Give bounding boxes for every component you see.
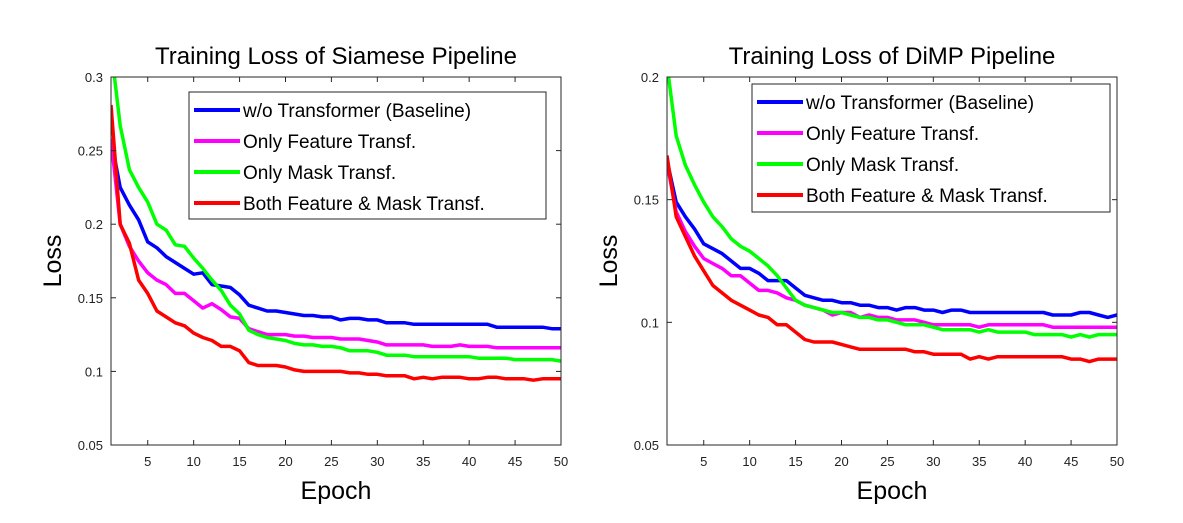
- x-tick-label: 20: [278, 454, 292, 469]
- x-tick-label: 35: [972, 454, 986, 469]
- x-tick-label: 25: [324, 454, 338, 469]
- y-tick-label: 0.1: [85, 364, 103, 379]
- legend-entry: w/o Transformer (Baseline): [805, 93, 1034, 114]
- y-axis-label: Loss: [39, 235, 67, 288]
- x-tick-label: 25: [880, 454, 894, 469]
- x-tick-label: 10: [186, 454, 200, 469]
- x-tick-label: 50: [554, 454, 568, 469]
- x-tick-label: 45: [508, 454, 522, 469]
- legend: w/o Transformer (Baseline) Only Feature T…: [188, 91, 547, 220]
- legend-entry: Only Feature Transf.: [243, 132, 416, 153]
- legend-entry: Both Feature & Mask Transf.: [806, 186, 1048, 207]
- y-tick-label: 0.25: [78, 144, 103, 159]
- legend-entry: Only Feature Transf.: [806, 124, 979, 145]
- y-tick-label: 0.2: [641, 70, 659, 85]
- x-tick-label: 15: [232, 454, 246, 469]
- series-line-3: [667, 155, 1117, 364]
- y-tick-label: 0.3: [85, 70, 103, 85]
- x-tick-label: 40: [1018, 454, 1032, 469]
- x-tick-label: 30: [926, 454, 940, 469]
- series-line-2: [112, 77, 561, 363]
- x-tick-label: 50: [1110, 454, 1124, 469]
- x-tick-label: 15: [788, 454, 802, 469]
- series-line-0: [667, 160, 1117, 320]
- plot-area-frame: [666, 76, 1118, 446]
- y-tick-label: 0.2: [85, 217, 103, 232]
- y-tick-label: 0.05: [78, 438, 103, 453]
- legend-box: [188, 91, 547, 220]
- legend-entry: Only Mask Transf.: [243, 163, 396, 184]
- x-axis-label: Epoch: [301, 477, 372, 505]
- y-tick-label: 0.1: [641, 315, 659, 330]
- legend: w/o Transformer (Baseline) Only Feature T…: [751, 83, 1111, 213]
- y-axis-label: Loss: [595, 235, 623, 288]
- chart-siamese-training-loss: Training Loss of Siamese Pipeline Epoch …: [39, 43, 568, 505]
- x-axis-label: Epoch: [857, 477, 928, 505]
- x-tick-label: 5: [144, 454, 151, 469]
- x-tick-label: 10: [742, 454, 756, 469]
- legend-box: [751, 83, 1111, 213]
- series-line-3: [111, 104, 561, 382]
- y-tick-label: 0.15: [634, 193, 659, 208]
- chart-title: Training Loss of Siamese Pipeline: [155, 43, 517, 70]
- y-tick-label: 0.15: [78, 291, 103, 306]
- x-tick-label: 5: [700, 454, 707, 469]
- series-line-1: [667, 162, 1117, 329]
- x-tick-label: 20: [834, 454, 848, 469]
- legend-entry: Only Mask Transf.: [806, 155, 959, 176]
- chart-title: Training Loss of DiMP Pipeline: [729, 43, 1056, 70]
- x-tick-label: 40: [462, 454, 476, 469]
- plot-area-frame: [110, 76, 562, 446]
- chart-dimp-training-loss: Training Loss of DiMP Pipeline Epoch Los…: [595, 43, 1124, 505]
- series-line-1: [111, 138, 561, 350]
- x-tick-label: 45: [1064, 454, 1078, 469]
- x-tick-label: 35: [416, 454, 430, 469]
- series-line-2: [667, 77, 1117, 339]
- x-tick-label: 30: [370, 454, 384, 469]
- y-tick-label: 0.05: [634, 438, 659, 453]
- series-line-0: [111, 138, 561, 331]
- legend-entry: w/o Transformer (Baseline): [242, 101, 471, 122]
- legend-entry: Both Feature & Mask Transf.: [243, 194, 485, 215]
